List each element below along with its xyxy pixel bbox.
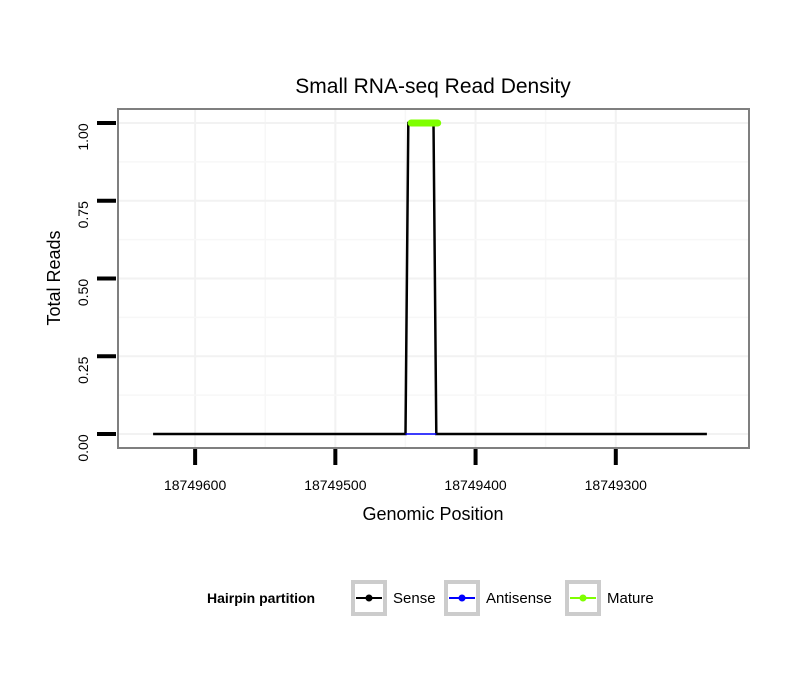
y-tick-label: 0.00: [75, 434, 91, 461]
x-tick-label: 18749400: [444, 477, 507, 493]
y-axis: 0.00 0.25 0.50 0.75 1.00: [75, 120, 116, 462]
x-axis: 18749600 18749500 18749400 18749300: [164, 449, 647, 493]
legend-label-sense: Sense: [393, 590, 436, 607]
y-tick-label: 0.75: [75, 201, 91, 228]
x-axis-label: Genomic Position: [362, 504, 503, 524]
x-tick-label: 18749300: [585, 477, 648, 493]
x-tick-label: 18749500: [304, 477, 367, 493]
legend-label-mature: Mature: [607, 590, 654, 607]
y-tick-label: 0.25: [75, 356, 91, 383]
chart-title: Small RNA-seq Read Density: [295, 75, 571, 98]
legend: Hairpin partition Sense Antisense Mature: [207, 580, 654, 616]
y-axis-label: Total Reads: [44, 230, 64, 325]
x-tick-label: 18749600: [164, 477, 227, 493]
plot-panel-border: [117, 108, 750, 449]
legend-key-box: [565, 580, 601, 616]
series-layer: [153, 119, 707, 436]
y-tick-label: 1.00: [75, 123, 91, 150]
legend-label-antisense: Antisense: [486, 590, 552, 607]
legend-key-point: [365, 594, 373, 602]
legend-key-point: [458, 594, 466, 602]
legend-title: Hairpin partition: [207, 590, 315, 606]
legend-key-point: [579, 594, 587, 602]
y-tick-label: 0.50: [75, 279, 91, 306]
